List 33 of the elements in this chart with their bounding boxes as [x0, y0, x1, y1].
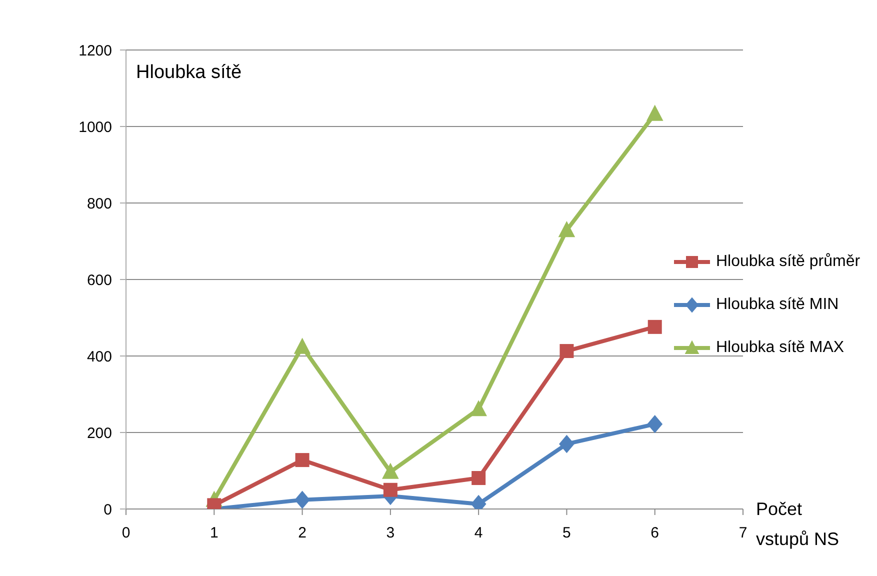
x-tick-label: 3 [386, 524, 395, 542]
legend-label: Hloubka sítě MIN [716, 296, 839, 314]
point [559, 434, 574, 454]
x-tick-label: 2 [298, 524, 306, 542]
point [472, 471, 486, 486]
y-tick-label: 600 [86, 272, 112, 289]
point [647, 414, 663, 434]
x-tick-label: 0 [122, 524, 130, 542]
point [648, 320, 662, 334]
point [295, 453, 310, 468]
x-tick-label: 6 [650, 524, 660, 542]
point [646, 104, 664, 121]
legend-label: Hloubka sítě průměr [716, 252, 860, 270]
point [294, 338, 311, 354]
point [294, 490, 310, 509]
point [382, 462, 399, 479]
point [383, 482, 398, 497]
x-axis-title: Počet vstupů NS [756, 498, 840, 551]
x-tick-label: 7 [738, 524, 748, 542]
y-tick-label: 200 [86, 424, 112, 442]
y-tick-label: 800 [86, 195, 112, 212]
y-tick-label: 1000 [78, 118, 112, 136]
y-tick-label: 400 [86, 348, 112, 366]
point [470, 400, 487, 416]
x-tick-label: 1 [210, 524, 218, 542]
point [558, 221, 576, 238]
y-axis-title: Hloubka sítě [136, 62, 242, 84]
y-tick-label: 0 [104, 501, 112, 518]
y-tick-label: 1200 [78, 42, 112, 60]
x-tick-label: 5 [562, 524, 571, 542]
x-tick-label: 4 [474, 524, 483, 542]
legend-label: Hloubka sítě MAX [716, 338, 844, 356]
point [560, 344, 574, 358]
